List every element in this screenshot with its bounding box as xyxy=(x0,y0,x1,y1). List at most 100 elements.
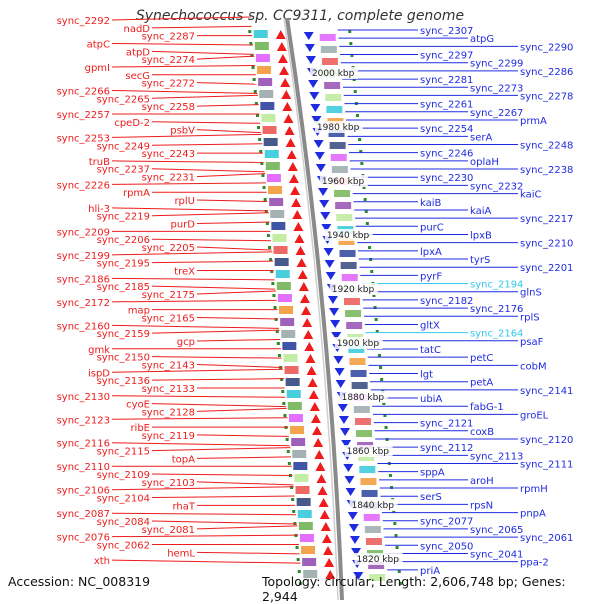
ring-dot xyxy=(388,474,392,477)
feature-block xyxy=(339,250,356,257)
ring-dot xyxy=(274,318,278,321)
forward-arrow xyxy=(309,402,320,411)
gene-label-left: sync_2103 xyxy=(142,478,195,489)
feature-block xyxy=(331,166,348,173)
ring-dot xyxy=(382,402,386,405)
feature-block xyxy=(275,270,290,278)
feature-block xyxy=(319,34,336,41)
reverse-arrow xyxy=(340,428,351,436)
ring-dot xyxy=(370,270,374,273)
gene-label-right: sync_2278 xyxy=(520,91,573,102)
feature-block xyxy=(358,454,375,461)
gene-label-left: sync_2265 xyxy=(97,94,150,105)
reverse-arrow xyxy=(303,32,314,40)
reverse-arrow xyxy=(344,476,355,484)
reverse-arrow xyxy=(311,116,322,124)
ring-dot xyxy=(375,330,379,333)
ring-dot xyxy=(365,222,369,225)
ring-dot xyxy=(353,90,357,93)
ring-dot xyxy=(255,114,259,117)
connector-line xyxy=(196,456,292,459)
connector-line xyxy=(151,285,276,290)
ring-dot xyxy=(287,462,291,465)
reverse-arrow xyxy=(320,212,331,220)
gene-label-left: ispD xyxy=(88,368,110,379)
ring-dot xyxy=(398,582,402,585)
kbp-tick-label: 1960 kbp xyxy=(322,177,365,187)
gene-label-left: hli-3 xyxy=(88,204,110,215)
gene-label-right: kaiC xyxy=(520,190,542,201)
feature-block xyxy=(301,546,316,554)
forward-arrow xyxy=(284,126,295,135)
gene-label-right: sync_2111 xyxy=(520,459,573,470)
connector-line xyxy=(111,182,266,185)
gene-label-left: sync_2109 xyxy=(97,470,150,481)
gene-label-left: sync_2199 xyxy=(57,251,110,262)
connector-line xyxy=(196,525,298,530)
ring-dot xyxy=(262,186,266,189)
gene-label-right: sync_2238 xyxy=(520,165,573,176)
feature-block xyxy=(290,426,305,434)
reverse-arrow xyxy=(341,440,352,448)
forward-arrow xyxy=(315,462,326,471)
feature-blocks xyxy=(253,30,386,581)
connector-line xyxy=(111,486,294,491)
gene-label-left: treX xyxy=(174,267,195,278)
connector-line xyxy=(196,363,283,368)
ring-dot xyxy=(286,450,290,453)
feature-block xyxy=(364,526,381,533)
ring-dot xyxy=(358,138,362,141)
connector-line xyxy=(111,512,297,516)
feature-block xyxy=(255,54,270,62)
connector-line xyxy=(111,324,279,329)
tick-bg xyxy=(324,229,373,241)
gene-label-right: psaF xyxy=(520,337,544,348)
feature-block xyxy=(338,238,355,245)
feature-block xyxy=(353,406,370,413)
ring-dot xyxy=(348,30,352,33)
connector-line xyxy=(151,473,293,477)
connector-line xyxy=(151,520,297,525)
connector-line xyxy=(196,129,261,134)
ring-dot xyxy=(384,426,388,429)
gene-label-right: sync_2254 xyxy=(420,124,473,135)
gene-label-left: sync_2226 xyxy=(57,180,110,191)
ring-dots xyxy=(248,30,402,585)
ring-dot xyxy=(355,114,359,117)
gene-label-left: sync_2206 xyxy=(97,235,150,246)
ring-dot xyxy=(393,522,397,525)
reverse-arrow xyxy=(314,152,325,160)
reverse-arrow xyxy=(308,80,319,88)
feature-block xyxy=(341,274,358,281)
gene-label-left: rpmA xyxy=(123,188,150,199)
gene-label-right: ubiA xyxy=(420,394,442,405)
gene-label-left: sync_2062 xyxy=(97,541,150,552)
connector-line xyxy=(196,221,270,225)
connector-line xyxy=(111,417,288,420)
connector-line xyxy=(151,50,254,55)
connector-line xyxy=(111,89,258,94)
gene-label-left: sync_2119 xyxy=(142,431,195,442)
kbp-tick-label: 1880 kbp xyxy=(342,393,385,403)
feature-block xyxy=(269,198,284,206)
feature-block xyxy=(356,430,373,437)
gene-label-right: ppa-2 xyxy=(520,558,549,569)
feature-block xyxy=(321,58,338,65)
connector-line xyxy=(111,395,286,398)
gene-label-right: sync_2050 xyxy=(420,541,473,552)
feature-block xyxy=(280,318,295,326)
ring-dot xyxy=(268,246,272,249)
forward-arrow xyxy=(296,258,307,267)
forward-arrow xyxy=(305,354,316,363)
gene-label-right: serA xyxy=(470,132,492,143)
ring-dot xyxy=(397,570,401,573)
forward-arrow xyxy=(276,42,287,51)
connector-line xyxy=(111,42,253,46)
ring-dot xyxy=(385,438,389,441)
gene-label-right: fabG-1 xyxy=(470,402,504,413)
feature-block xyxy=(271,222,286,230)
ring-dot xyxy=(264,210,268,213)
ring-dot xyxy=(271,282,275,285)
gene-label-left: sync_2160 xyxy=(57,321,110,332)
ring-dot xyxy=(258,138,262,141)
